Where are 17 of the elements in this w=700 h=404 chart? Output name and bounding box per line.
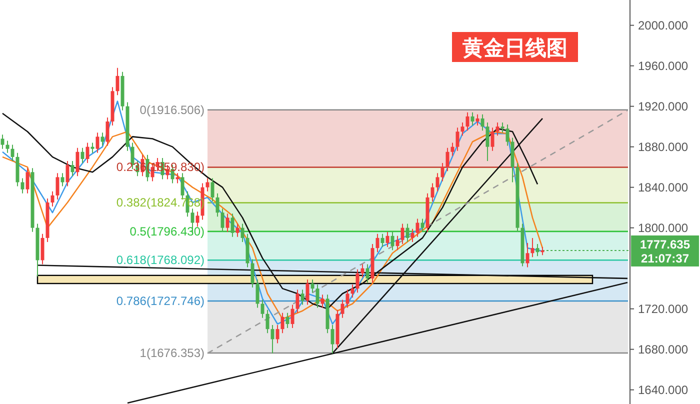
ref-line-label: 1(1676.353) <box>140 346 204 360</box>
ref-line-label: 0.618(1768.092) <box>116 253 204 268</box>
y-tick-label: 1720.000 <box>638 302 688 316</box>
title: 黄金日线图 <box>452 32 578 62</box>
ref-line-label: 0.5(1796.430) <box>130 224 204 238</box>
ref-line-label: 1777.635 <box>640 237 690 252</box>
y-tick-label: 2000.000 <box>638 18 688 32</box>
text: 21:07:37 <box>640 251 690 266</box>
y-tick-label: 1960.000 <box>638 58 688 73</box>
y-tick-label: 1680.000 <box>638 342 688 356</box>
y-tick-label: 1800.000 <box>638 220 688 235</box>
y-tick-label: 1920.000 <box>638 99 688 114</box>
ref-line-label: 0(1916.506) <box>140 102 204 117</box>
y-tick-label: 1880.000 <box>638 140 688 154</box>
y-tick-label: 1640.000 <box>638 382 688 397</box>
ref-line-label: 0.786(1727.746) <box>116 294 204 308</box>
y-tick-label: 1840.000 <box>638 180 688 194</box>
